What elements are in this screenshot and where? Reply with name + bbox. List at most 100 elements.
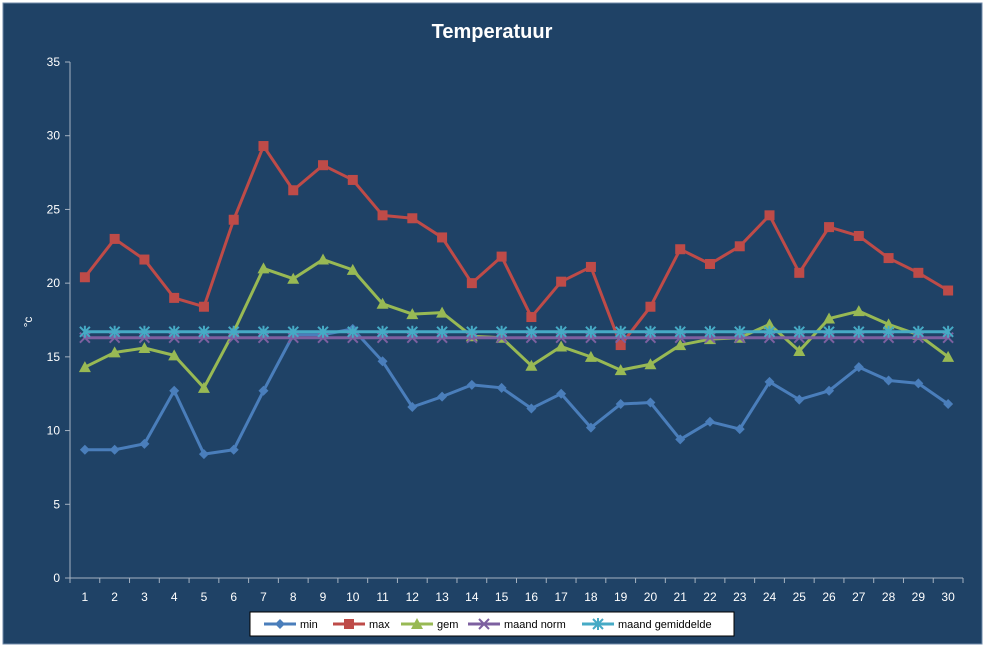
x-tick-label: 25 bbox=[793, 590, 807, 604]
data-point-min bbox=[824, 385, 835, 396]
data-point-max bbox=[318, 160, 329, 171]
data-point-max bbox=[824, 222, 835, 233]
data-point-max bbox=[913, 267, 924, 278]
data-point-min bbox=[615, 399, 626, 410]
data-point-min bbox=[466, 379, 477, 390]
series-line-min bbox=[84, 327, 949, 456]
data-point-min bbox=[764, 376, 775, 387]
data-point-maand-gemiddelde bbox=[734, 325, 746, 338]
legend-marker bbox=[344, 619, 354, 629]
series-line-gem bbox=[84, 258, 950, 390]
x-tick-label: 20 bbox=[644, 590, 658, 604]
legend-item-min: min bbox=[264, 619, 318, 631]
data-point-min bbox=[258, 385, 269, 396]
data-point-max bbox=[794, 267, 805, 278]
data-point-maand-gemiddelde bbox=[644, 325, 657, 338]
data-point-max bbox=[675, 244, 686, 255]
data-point-max bbox=[734, 241, 745, 252]
data-point-min bbox=[943, 399, 954, 410]
data-point-maand-gemiddelde bbox=[347, 325, 359, 338]
data-point-maand-gemiddelde bbox=[555, 325, 567, 338]
x-tick-label: 3 bbox=[141, 590, 148, 604]
y-tick-label: 25 bbox=[47, 202, 61, 216]
data-point-maand-gemiddelde bbox=[882, 325, 895, 338]
x-tick-label: 1 bbox=[82, 590, 89, 604]
x-tick-label: 10 bbox=[346, 590, 360, 604]
x-tick-label: 15 bbox=[495, 590, 509, 604]
x-tick-label: 7 bbox=[260, 590, 267, 604]
data-point-gem bbox=[168, 349, 181, 361]
legend-label: gem bbox=[437, 619, 458, 631]
data-point-max bbox=[288, 185, 299, 196]
data-point-gem bbox=[823, 312, 836, 324]
x-tick-label: 23 bbox=[733, 590, 747, 604]
data-point-min bbox=[585, 422, 596, 433]
data-point-gem bbox=[852, 305, 865, 317]
x-tick-label: 22 bbox=[703, 590, 717, 604]
data-point-max bbox=[585, 261, 596, 272]
y-tick-label: 30 bbox=[47, 129, 61, 143]
data-point-gem bbox=[793, 344, 806, 356]
data-point-maand-gemiddelde bbox=[406, 325, 419, 338]
data-point-maand-gemiddelde bbox=[228, 325, 240, 338]
x-tick-label: 26 bbox=[822, 590, 836, 604]
data-point-gem bbox=[406, 308, 419, 320]
data-point-maand-gemiddelde bbox=[942, 325, 954, 338]
x-tick-label: 8 bbox=[290, 590, 297, 604]
data-point-maand-gemiddelde bbox=[79, 325, 91, 338]
data-point-min bbox=[377, 356, 388, 367]
data-point-gem bbox=[584, 350, 597, 362]
legend-item-maand-gemiddelde: maand gemiddelde bbox=[582, 618, 712, 631]
legend-marker bbox=[478, 618, 490, 630]
data-point-max bbox=[496, 251, 507, 262]
x-tick-label: 18 bbox=[584, 590, 598, 604]
data-point-gem bbox=[674, 339, 687, 351]
data-point-min bbox=[79, 444, 90, 455]
x-tick-label: 19 bbox=[614, 590, 628, 604]
x-tick-label: 6 bbox=[230, 590, 237, 604]
data-point-maand-gemiddelde bbox=[495, 325, 508, 338]
data-point-gem bbox=[108, 346, 121, 358]
legend-label: maand gemiddelde bbox=[618, 619, 712, 631]
data-point-max bbox=[79, 272, 90, 283]
data-point-max bbox=[556, 276, 567, 287]
data-point-gem bbox=[346, 263, 359, 275]
data-point-min bbox=[437, 391, 448, 402]
y-tick-label: 5 bbox=[53, 497, 60, 511]
data-point-min bbox=[139, 438, 150, 449]
y-tick-label: 35 bbox=[47, 55, 61, 69]
x-tick-label: 21 bbox=[674, 590, 688, 604]
data-point-gem bbox=[138, 342, 151, 354]
x-tick-label: 5 bbox=[201, 590, 208, 604]
x-tick-label: 4 bbox=[171, 590, 178, 604]
data-point-gem bbox=[555, 340, 568, 352]
data-point-maand-gemiddelde bbox=[198, 325, 210, 338]
data-point-min bbox=[734, 424, 745, 435]
legend-item-max: max bbox=[333, 619, 390, 631]
data-point-gem bbox=[614, 364, 627, 376]
x-tick-label: 14 bbox=[465, 590, 479, 604]
data-point-gem bbox=[942, 350, 955, 362]
data-point-maand-gemiddelde bbox=[138, 325, 151, 338]
series-min bbox=[79, 323, 954, 460]
data-point-min bbox=[704, 416, 715, 427]
data-point-maand-gemiddelde bbox=[436, 325, 448, 338]
data-point-min bbox=[407, 401, 418, 412]
data-point-max bbox=[198, 301, 209, 312]
data-point-maand-gemiddelde bbox=[317, 325, 329, 338]
data-point-min bbox=[853, 362, 864, 373]
data-point-maand-gemiddelde bbox=[853, 325, 865, 338]
data-point-max bbox=[228, 214, 239, 225]
data-point-min bbox=[496, 382, 507, 393]
x-tick-label: 11 bbox=[376, 590, 389, 604]
y-tick-label: 20 bbox=[47, 276, 61, 290]
data-point-gem bbox=[78, 361, 91, 373]
data-point-gem bbox=[763, 318, 776, 330]
x-tick-label: 28 bbox=[882, 590, 896, 604]
data-point-max bbox=[466, 278, 477, 289]
data-point-max bbox=[347, 174, 358, 185]
x-tick-label: 24 bbox=[763, 590, 777, 604]
data-point-min bbox=[913, 378, 924, 389]
